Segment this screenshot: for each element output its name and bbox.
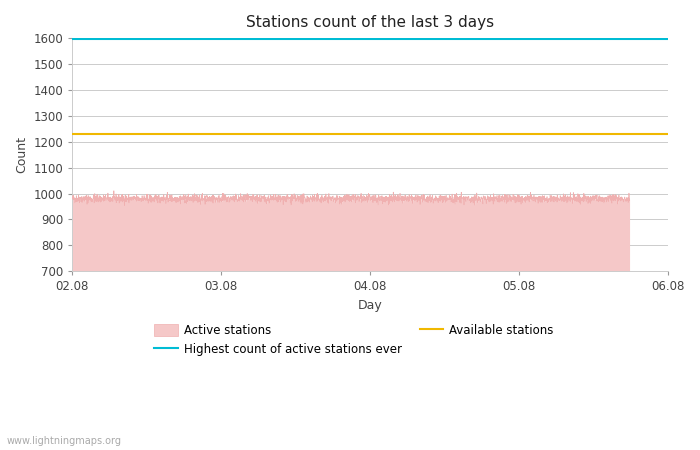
Text: www.lightningmaps.org: www.lightningmaps.org xyxy=(7,436,122,446)
Title: Stations count of the last 3 days: Stations count of the last 3 days xyxy=(246,15,494,30)
Y-axis label: Count: Count xyxy=(15,136,28,173)
X-axis label: Day: Day xyxy=(358,299,383,312)
Legend: Active stations, Highest count of active stations ever, Available stations: Active stations, Highest count of active… xyxy=(150,319,559,360)
